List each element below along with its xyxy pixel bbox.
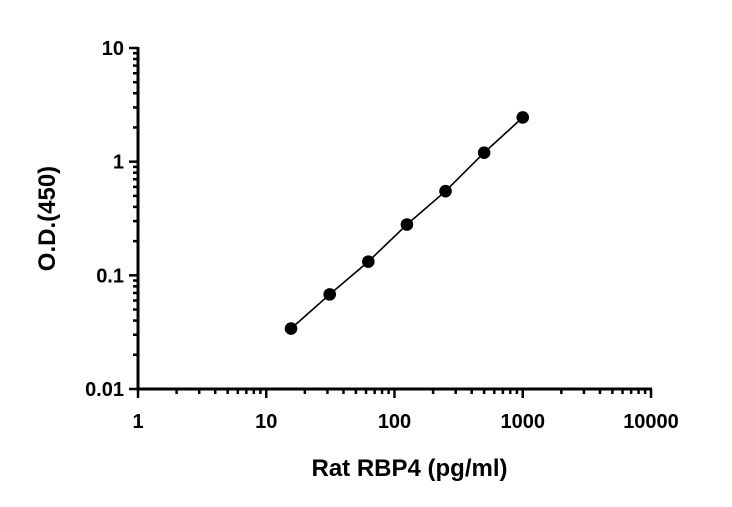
data-point — [362, 255, 375, 268]
y-tick-label: 1 — [113, 152, 124, 174]
x-axis: 1 10 100 1000 10000 — [132, 387, 679, 433]
data-point — [284, 322, 298, 335]
data-point — [516, 111, 530, 124]
y-axis: 0.01 0.1 1 10 — [85, 38, 140, 401]
y-tick-label: 0.01 — [85, 379, 124, 401]
x-tick-label: 100 — [378, 411, 411, 433]
data-point — [439, 184, 452, 198]
data-point — [323, 288, 337, 301]
x-tick-label: 1 — [132, 411, 143, 433]
data-points — [284, 111, 530, 335]
y-tick-label: 0.1 — [96, 265, 124, 287]
x-tick-label: 10 — [255, 411, 277, 433]
y-axis-title: O.D.(450) — [34, 166, 61, 271]
data-point — [477, 146, 491, 159]
x-tick-label: 10000 — [623, 411, 679, 433]
y-tick-label: 10 — [102, 38, 124, 60]
x-axis-title: Rat RBP4 (pg/ml) — [311, 455, 507, 482]
data-point — [400, 218, 414, 231]
x-tick-label: 1000 — [501, 411, 546, 433]
